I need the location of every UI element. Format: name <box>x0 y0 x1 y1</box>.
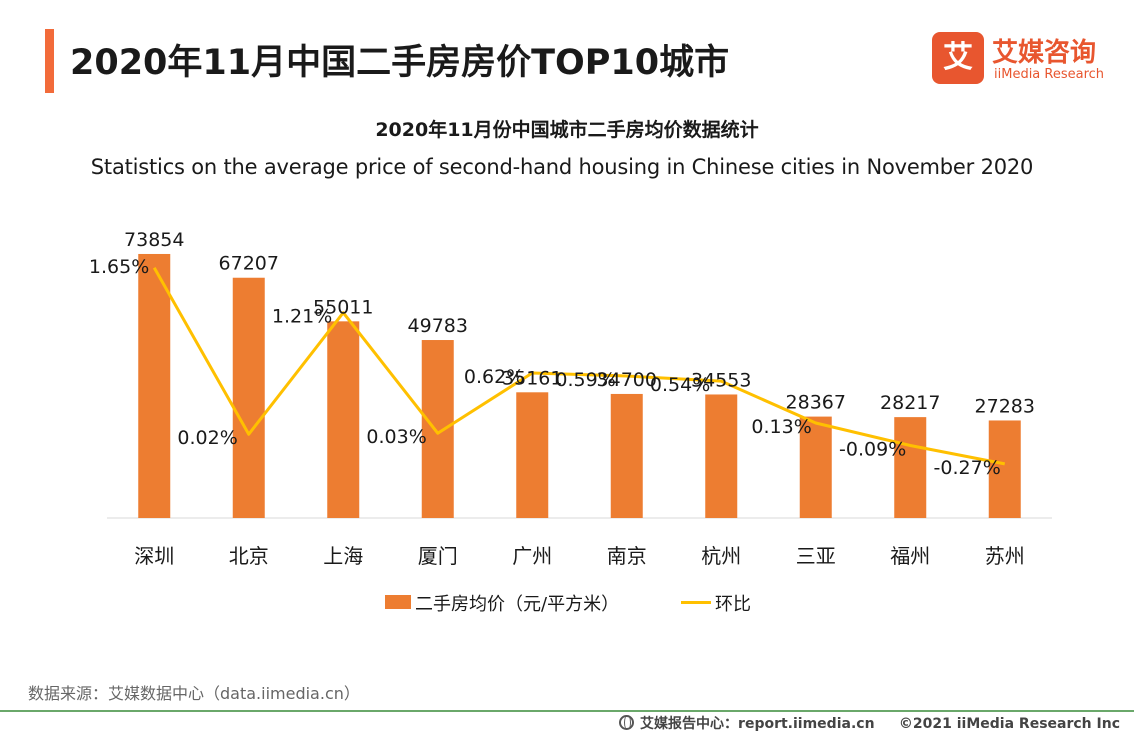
bar-value-label-1: 67207 <box>219 253 279 275</box>
globe-icon <box>619 715 635 730</box>
bar-7 <box>799 416 832 518</box>
logo-badge: 艾 <box>932 32 984 84</box>
bar-value-label-2: 55011 <box>313 296 373 318</box>
title-accent-bar <box>45 29 54 93</box>
line-value-label-5: 0.59% <box>555 369 615 391</box>
x-tick-label-9: 苏州 <box>985 544 1025 568</box>
bar-value-label-0: 73854 <box>124 229 184 251</box>
legend-bar-label: 二手房均价（元/平方米） <box>415 594 620 615</box>
bar-value-label-9: 27283 <box>975 395 1035 417</box>
bar-value-label-7: 28367 <box>786 392 846 414</box>
legend-line-label: 环比 <box>715 594 751 615</box>
data-source: 数据来源：艾媒数据中心（data.iimedia.cn） <box>28 684 360 703</box>
bar-value-label-6: 34553 <box>691 369 751 391</box>
x-tick-label-6: 杭州 <box>701 544 741 568</box>
line-value-label-0: 1.65% <box>89 256 149 278</box>
bar-value-label-3: 49783 <box>408 315 468 337</box>
line-value-label-2: 1.21% <box>272 306 332 328</box>
chart-title: 2020年11月份中国城市二手房均价数据统计 <box>375 119 759 141</box>
logo: 艾 艾媒咨询 iiMedia Research <box>932 32 1112 84</box>
bar-value-label-5: 34700 <box>597 369 657 391</box>
x-tick-label-0: 深圳 <box>134 544 174 568</box>
bar-9 <box>988 420 1021 518</box>
line-value-label-1: 0.02% <box>177 427 237 449</box>
x-tick-label-3: 厦门 <box>418 544 458 568</box>
logo-name-en: iiMedia Research <box>994 67 1105 82</box>
page-title: 2020年11月中国二手房房价TOP10城市 <box>70 43 730 83</box>
legend-line-swatch <box>681 601 711 604</box>
line-value-label-8: -0.09% <box>839 438 906 460</box>
logo-name-cn: 艾媒咨询 <box>992 38 1097 68</box>
bar-6 <box>705 394 738 518</box>
line-value-label-3: 0.03% <box>366 426 426 448</box>
line-value-label-9: -0.27% <box>934 457 1001 479</box>
chart-subtitle: Statistics on the average price of secon… <box>90 155 1034 179</box>
x-tick-label-4: 广州 <box>512 544 552 568</box>
bar-value-label-4: 35161 <box>502 367 562 389</box>
bar-2 <box>327 321 360 518</box>
footer-report-center: 艾媒报告中心：report.iimedia.cn <box>640 716 875 732</box>
bar-0 <box>138 253 171 518</box>
legend-bar-swatch <box>385 595 411 609</box>
bar-value-label-8: 28217 <box>880 392 940 414</box>
line-series-huanbi <box>152 267 1006 466</box>
footer-divider <box>0 710 1134 712</box>
x-tick-label-7: 三亚 <box>796 544 836 568</box>
x-tick-label-1: 北京 <box>229 544 269 568</box>
line-value-label-7: 0.13% <box>751 416 811 438</box>
line-value-label-6: 0.54% <box>650 374 710 396</box>
x-tick-label-5: 南京 <box>607 544 647 568</box>
footer: 艾媒报告中心：report.iimedia.cn ©2021 iiMedia R… <box>619 713 1120 733</box>
bar-8 <box>894 417 927 518</box>
bar-3 <box>421 340 454 518</box>
bar-5 <box>610 393 643 518</box>
bar-4 <box>516 392 549 518</box>
x-tick-label-8: 福州 <box>890 544 930 568</box>
footer-copyright: ©2021 iiMedia Research Inc <box>898 716 1120 732</box>
bar-1 <box>232 277 265 518</box>
line-value-label-4: 0.62% <box>464 366 524 388</box>
x-tick-label-2: 上海 <box>323 544 363 568</box>
